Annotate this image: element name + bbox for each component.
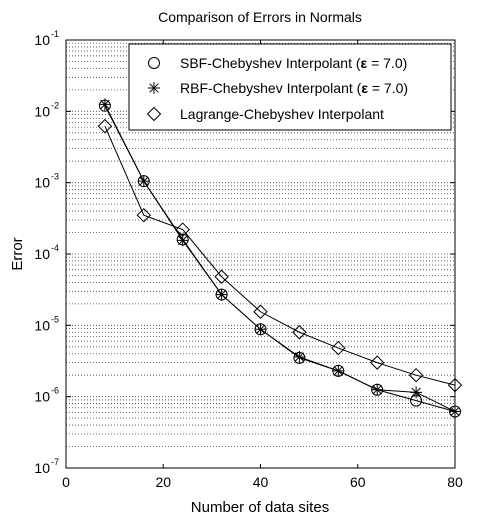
legend-entry-sbf-epsilon: ε	[361, 55, 368, 71]
legend-markers	[146, 57, 162, 122]
data-point	[449, 405, 461, 418]
legend: SBF-Chebyshev Interpolant (ε = 7.0) RBF-…	[128, 43, 452, 131]
y-tick-exponent: -3	[51, 172, 59, 182]
x-tick-label: 80	[447, 474, 463, 490]
data-point	[369, 355, 385, 370]
legend-entry-sbf-tail: = 7.0)	[367, 55, 407, 71]
legend-entry-rbf: RBF-Chebyshev Interpolant (ε = 7.0)	[180, 80, 408, 96]
data-point	[447, 377, 463, 393]
y-tick-label: 10 -5	[34, 314, 59, 333]
data-point	[331, 340, 346, 356]
data-point	[293, 350, 306, 363]
legend-marker	[148, 82, 160, 94]
data-point	[176, 234, 189, 247]
y-tick-exponent: -2	[51, 100, 59, 110]
legend-entry-rbf-tail: = 7.0)	[368, 80, 408, 96]
y-tick-label: 10 -4	[34, 243, 59, 262]
x-tick-label: 60	[350, 474, 366, 490]
y-tick-label: 10 -1	[34, 29, 59, 48]
y-tick-exponent: -5	[51, 314, 59, 324]
y-tick-base: 10	[34, 103, 50, 119]
y-tick-base: 10	[34, 246, 50, 262]
data-point	[136, 207, 152, 223]
y-tick-base: 10	[34, 460, 50, 476]
y-tick-label: 10 -3	[34, 172, 59, 191]
data-point	[332, 364, 345, 377]
legend-box	[128, 43, 452, 131]
y-tick-base: 10	[34, 389, 50, 405]
y-tick-base: 10	[34, 317, 50, 333]
data-point	[137, 175, 150, 188]
y-tick-exponent: -1	[51, 29, 59, 39]
series-diamond	[97, 118, 463, 393]
y-tick-label: 10 -7	[34, 457, 59, 476]
data-point	[215, 288, 228, 301]
y-tick-exponent: -6	[51, 386, 59, 396]
data-point	[371, 383, 384, 396]
data-point	[97, 118, 113, 134]
data-point	[253, 304, 268, 319]
legend-entry-rbf-text: RBF-Chebyshev Interpolant (	[180, 80, 362, 96]
x-tick-labels: 0 20 40 60 80	[62, 474, 463, 490]
data-point	[214, 269, 229, 284]
y-tick-base: 10	[34, 175, 50, 191]
data-point	[292, 325, 307, 340]
data-point	[408, 367, 424, 383]
x-axis-label: Number of data sites	[191, 499, 329, 516]
legend-entry-lagrange: Lagrange-Chebyshev Interpolant	[180, 106, 384, 122]
y-tick-label: 10 -2	[34, 100, 59, 119]
series-star	[98, 98, 461, 418]
data-point	[98, 98, 111, 111]
x-tick-label: 40	[253, 474, 269, 490]
data-point	[254, 323, 267, 336]
data-point	[410, 386, 423, 399]
legend-entry-sbf-text: SBF-Chebyshev Interpolant (	[180, 55, 361, 71]
series-group	[97, 98, 463, 418]
y-axis-label: Error	[9, 237, 26, 270]
chart-title: Comparison of Errors in Normals	[158, 9, 362, 25]
y-tick-exponent: -4	[51, 243, 59, 253]
legend-entry-sbf: SBF-Chebyshev Interpolant (ε = 7.0)	[180, 55, 407, 71]
legend-marker	[146, 106, 162, 122]
y-tick-base: 10	[34, 32, 50, 48]
legend-entry-rbf-epsilon: ε	[361, 80, 368, 96]
data-point	[175, 222, 190, 237]
series-line	[104, 104, 456, 412]
y-tick-label: 10 -6	[34, 386, 59, 405]
legend-marker	[148, 57, 160, 69]
y-tick-exponent: -7	[51, 457, 59, 467]
y-tick-labels: 10 -7 10 -6 10 -5 10 -4 10 -3 10 -2 10 -1	[34, 29, 59, 476]
axis-ticks	[65, 39, 456, 469]
x-tick-label: 20	[155, 474, 171, 490]
series-line	[104, 125, 456, 386]
x-tick-label: 0	[62, 474, 70, 490]
